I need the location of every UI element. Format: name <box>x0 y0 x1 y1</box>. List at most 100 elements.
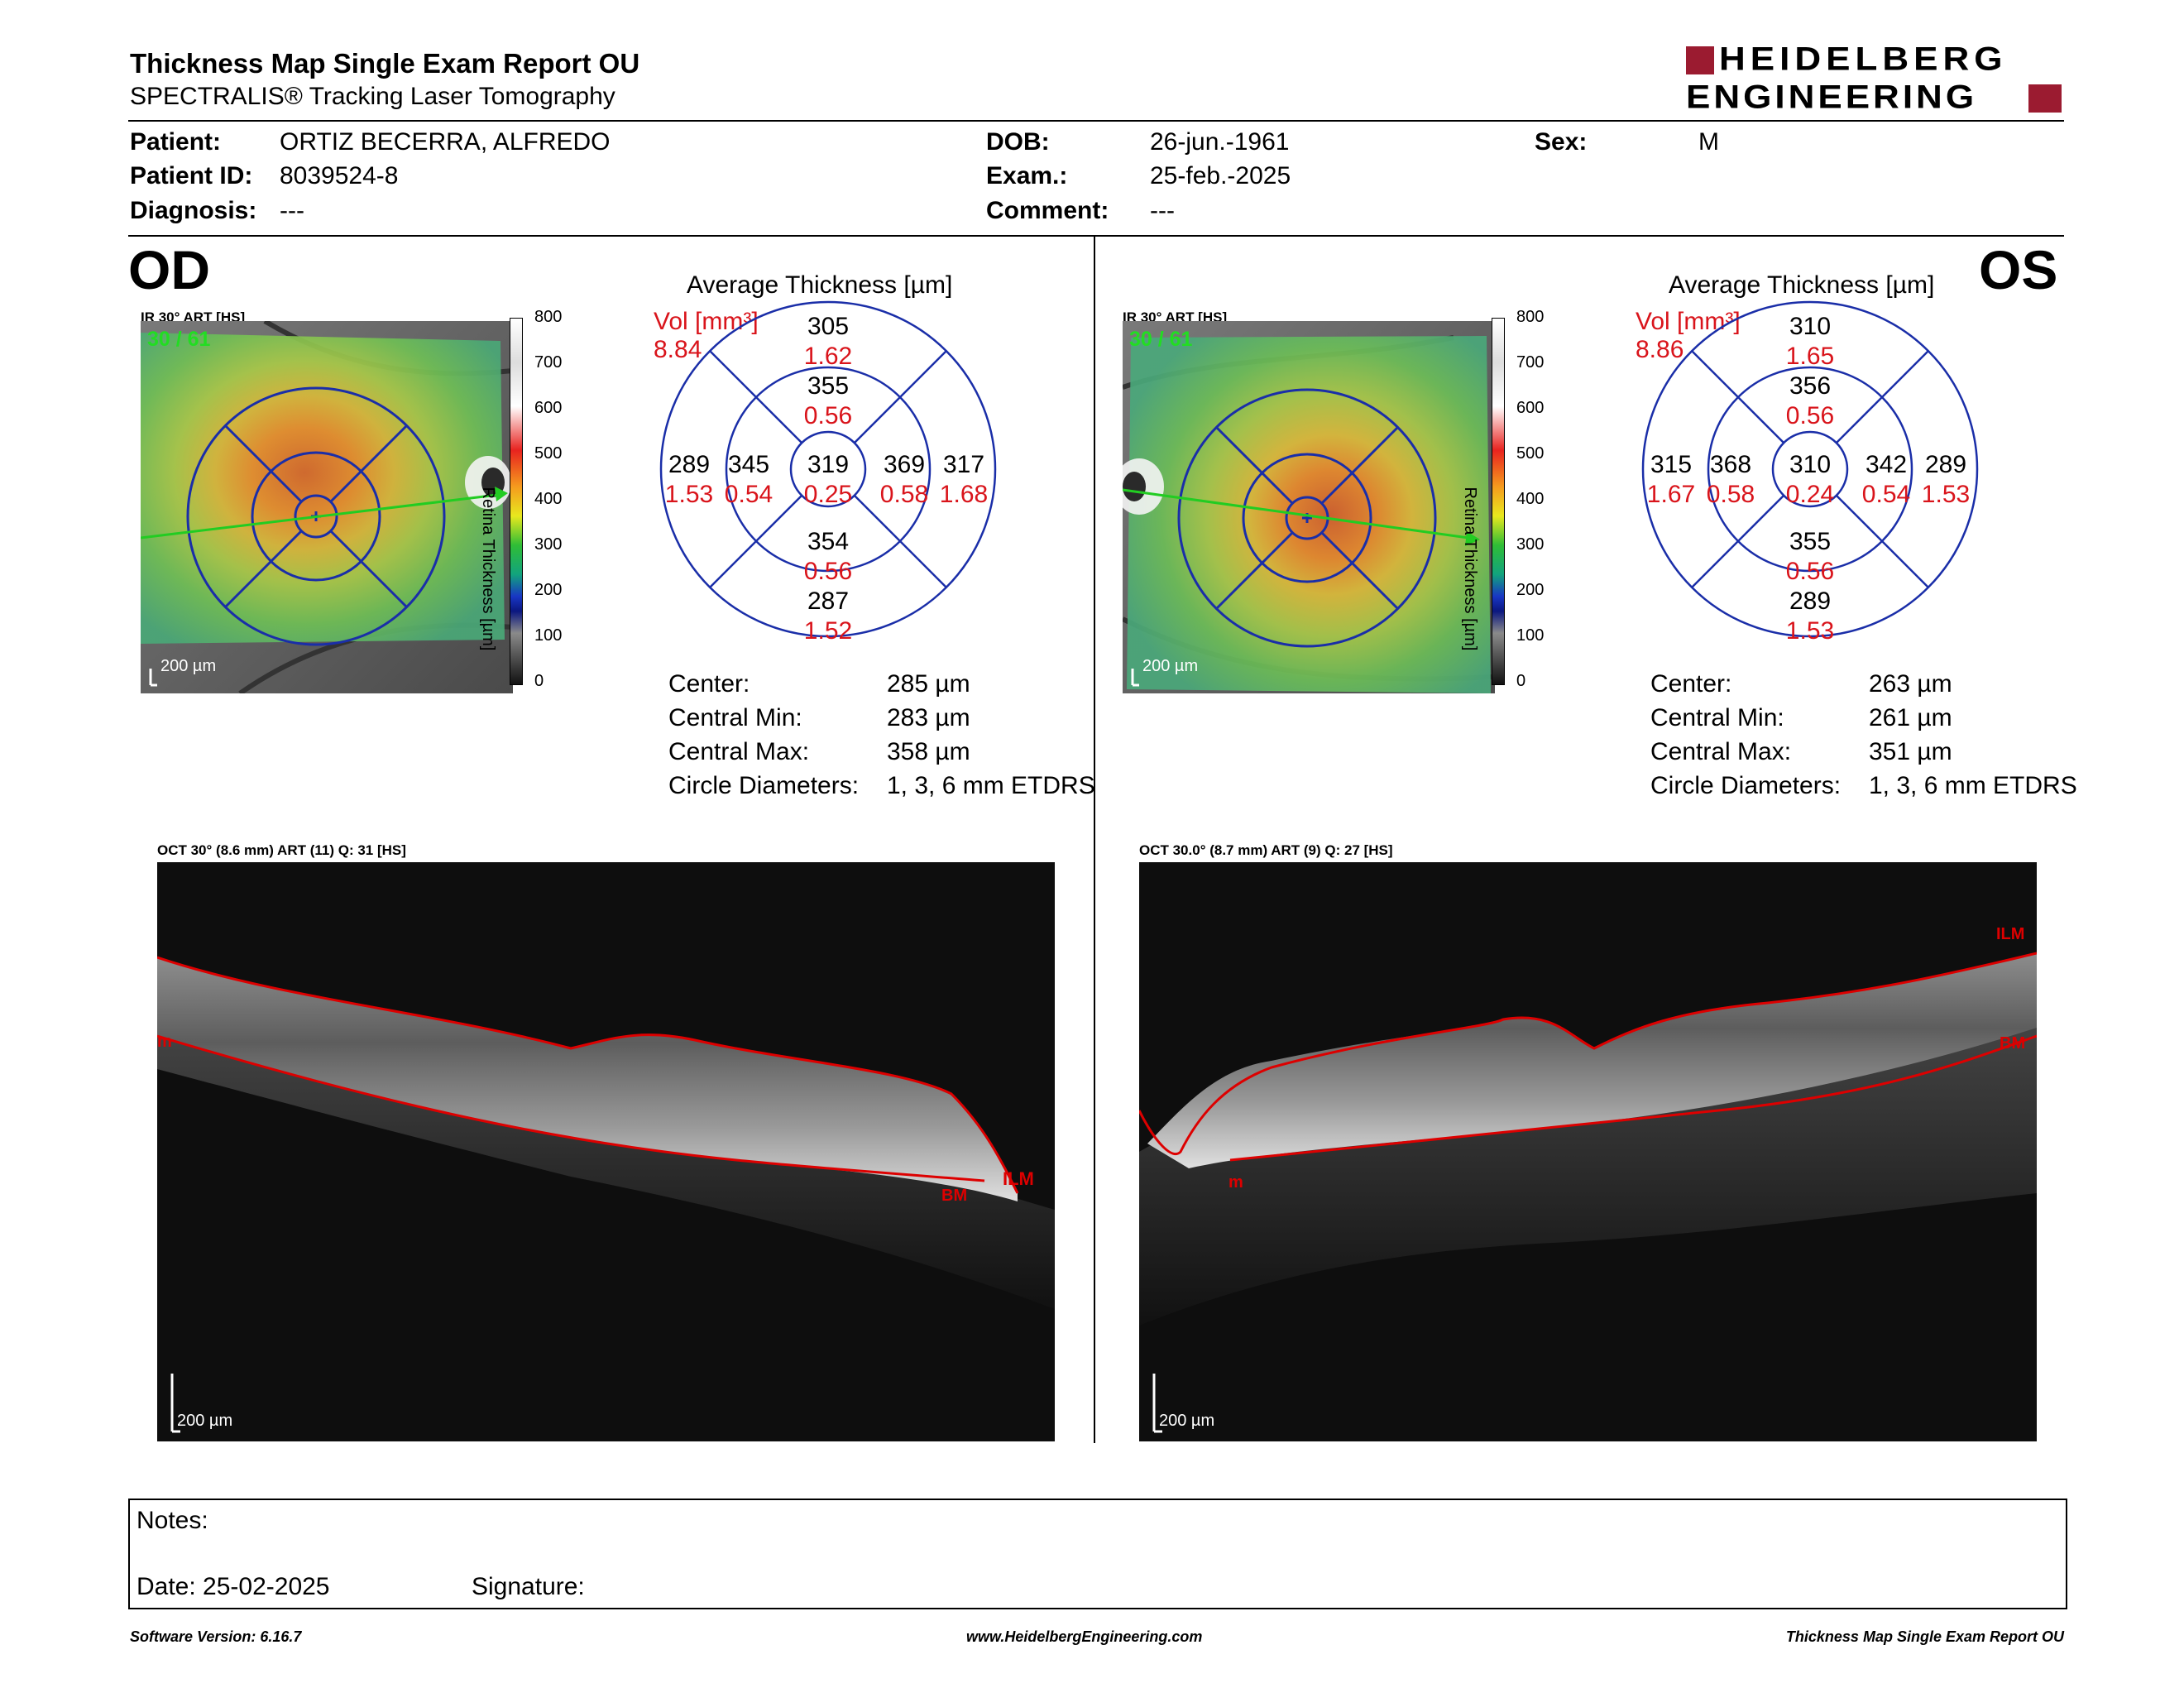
od-temporal-outer: 289 <box>668 451 711 478</box>
os-frame-count: 30 / 61 <box>1129 328 1193 351</box>
patient-name: ORTIZ BECERRA, ALFREDO <box>280 128 611 156</box>
od-vol-value: 8.84 <box>654 336 702 363</box>
sex-label: Sex: <box>1535 128 1588 156</box>
notes-box[interactable]: Notes: Date: 25-02-2025 Signature: <box>128 1499 2067 1609</box>
od-etdrs-grid <box>659 300 997 638</box>
od-temporal-inner-vol: 0.54 <box>724 481 774 508</box>
os-oct-marker-ilm: ILM <box>1996 925 2025 943</box>
os-diam-label: Circle Diameters: <box>1650 772 1842 799</box>
eye-divider <box>1094 237 1095 1443</box>
od-frame-count: 30 / 61 <box>147 328 211 351</box>
report-subtitle: SPECTRALIS® Tracking Laser Tomography <box>130 83 615 110</box>
od-max-value: 358 µm <box>887 738 970 765</box>
od-oct-scale: 200 µm <box>177 1412 233 1430</box>
od-tick: 800 <box>534 308 563 326</box>
os-tick: 700 <box>1516 353 1545 372</box>
od-avg-title: Average Thickness [µm] <box>687 271 953 299</box>
od-nasal-outer: 317 <box>942 451 985 478</box>
od-nasal-inner-vol: 0.58 <box>879 481 929 508</box>
os-oct-scale: 200 µm <box>1159 1412 1215 1430</box>
od-min-label: Central Min: <box>668 704 802 731</box>
od-center: 319 <box>807 451 850 478</box>
logo-line1: HEIDELBERG <box>1719 41 2008 78</box>
os-tick: 600 <box>1516 399 1545 417</box>
os-vol-label: Vol [mm³] <box>1636 308 1741 335</box>
os-tick: 200 <box>1516 581 1545 599</box>
os-colorbar <box>1492 318 1505 685</box>
od-tick: 300 <box>534 535 563 554</box>
notes-label: Notes: <box>136 1507 208 1534</box>
os-label: OS <box>1979 239 2058 300</box>
os-superior-outer: 310 <box>1789 313 1832 340</box>
diagnosis: --- <box>280 197 304 224</box>
os-inferior-outer-vol: 1.53 <box>1785 617 1835 645</box>
od-map-scale: 200 µm <box>160 657 217 675</box>
od-label: OD <box>128 239 210 300</box>
patient-id: 8039524-8 <box>280 162 399 189</box>
od-inferior-inner-vol: 0.56 <box>803 558 853 585</box>
os-oct-marker-m: m <box>1228 1173 1243 1192</box>
od-colorbar-label: Retina Thickness [µm] <box>479 487 498 651</box>
patient-id-label: Patient ID: <box>130 162 253 189</box>
od-oct-marker-ilm: ILM <box>1003 1168 1034 1189</box>
os-temporal-inner-vol: 0.54 <box>1861 481 1911 508</box>
od-thickness-map: 30 / 61 200 µm <box>141 321 513 693</box>
od-tick: 400 <box>534 490 563 508</box>
os-tick: 0 <box>1516 672 1526 690</box>
os-tick: 800 <box>1516 308 1545 326</box>
os-nasal-outer-vol: 1.67 <box>1646 481 1696 508</box>
dob: 26-jun.-1961 <box>1150 128 1290 156</box>
od-superior-inner: 355 <box>807 372 850 400</box>
od-center-vol: 0.25 <box>803 481 853 508</box>
diagnosis-label: Diagnosis: <box>130 197 257 224</box>
od-vol-label: Vol [mm³] <box>654 308 759 335</box>
logo-line2: ENGINEERING <box>1686 79 1978 116</box>
od-tick: 700 <box>534 353 563 372</box>
od-tick: 600 <box>534 399 563 417</box>
os-tick: 500 <box>1516 444 1545 463</box>
date-label: Date: 25-02-2025 <box>136 1573 330 1600</box>
patient-label: Patient: <box>130 128 222 156</box>
os-colorbar-label: Retina Thickness [µm] <box>1461 487 1480 651</box>
dob-label: DOB: <box>986 128 1050 156</box>
os-min-value: 261 µm <box>1869 704 1952 731</box>
website-link[interactable]: www.HeidelbergEngineering.com <box>966 1628 1203 1645</box>
od-temporal-inner: 345 <box>727 451 770 478</box>
od-colorbar <box>510 318 523 685</box>
os-max-label: Central Max: <box>1650 738 1792 765</box>
os-center: 310 <box>1789 451 1832 478</box>
os-temporal-inner: 342 <box>1865 451 1908 478</box>
od-inferior-outer-vol: 1.52 <box>803 617 853 645</box>
report-title: Thickness Map Single Exam Report OU <box>130 48 640 79</box>
od-tick: 500 <box>534 444 563 463</box>
os-min-label: Central Min: <box>1650 704 1784 731</box>
os-avg-title: Average Thickness [µm] <box>1669 271 1935 299</box>
os-center-value: 263 µm <box>1869 670 1952 698</box>
os-nasal-inner: 368 <box>1709 451 1752 478</box>
os-superior-inner-vol: 0.56 <box>1785 402 1835 429</box>
software-version: Software Version: 6.16.7 <box>130 1628 302 1645</box>
os-max-value: 351 µm <box>1869 738 1952 765</box>
od-superior-inner-vol: 0.56 <box>803 402 853 429</box>
od-tick: 0 <box>534 672 544 690</box>
os-oct-scan: m BM ILM 200 µm <box>1139 862 2037 1441</box>
signature-label: Signature: <box>472 1573 585 1600</box>
os-superior-inner: 356 <box>1789 372 1832 400</box>
os-oct-marker-bm: BM <box>2000 1034 2026 1053</box>
os-tick: 100 <box>1516 626 1545 645</box>
os-inferior-inner-vol: 0.56 <box>1785 558 1835 585</box>
od-superior-outer-vol: 1.62 <box>803 343 853 370</box>
os-tick: 300 <box>1516 535 1545 554</box>
od-diam-label: Circle Diameters: <box>668 772 860 799</box>
exam-date: 25-feb.-2025 <box>1150 162 1291 189</box>
os-inferior-outer: 289 <box>1789 587 1832 615</box>
header-divider <box>128 120 2064 122</box>
comment: --- <box>1150 197 1175 224</box>
od-inferior-outer: 287 <box>807 587 850 615</box>
os-center-vol: 0.24 <box>1785 481 1835 508</box>
od-oct-scan: m BM ILM 200 µm <box>157 862 1055 1441</box>
od-center-value: 285 µm <box>887 670 970 698</box>
patient-divider <box>128 235 2064 237</box>
od-superior-outer: 305 <box>807 313 850 340</box>
od-min-value: 283 µm <box>887 704 970 731</box>
